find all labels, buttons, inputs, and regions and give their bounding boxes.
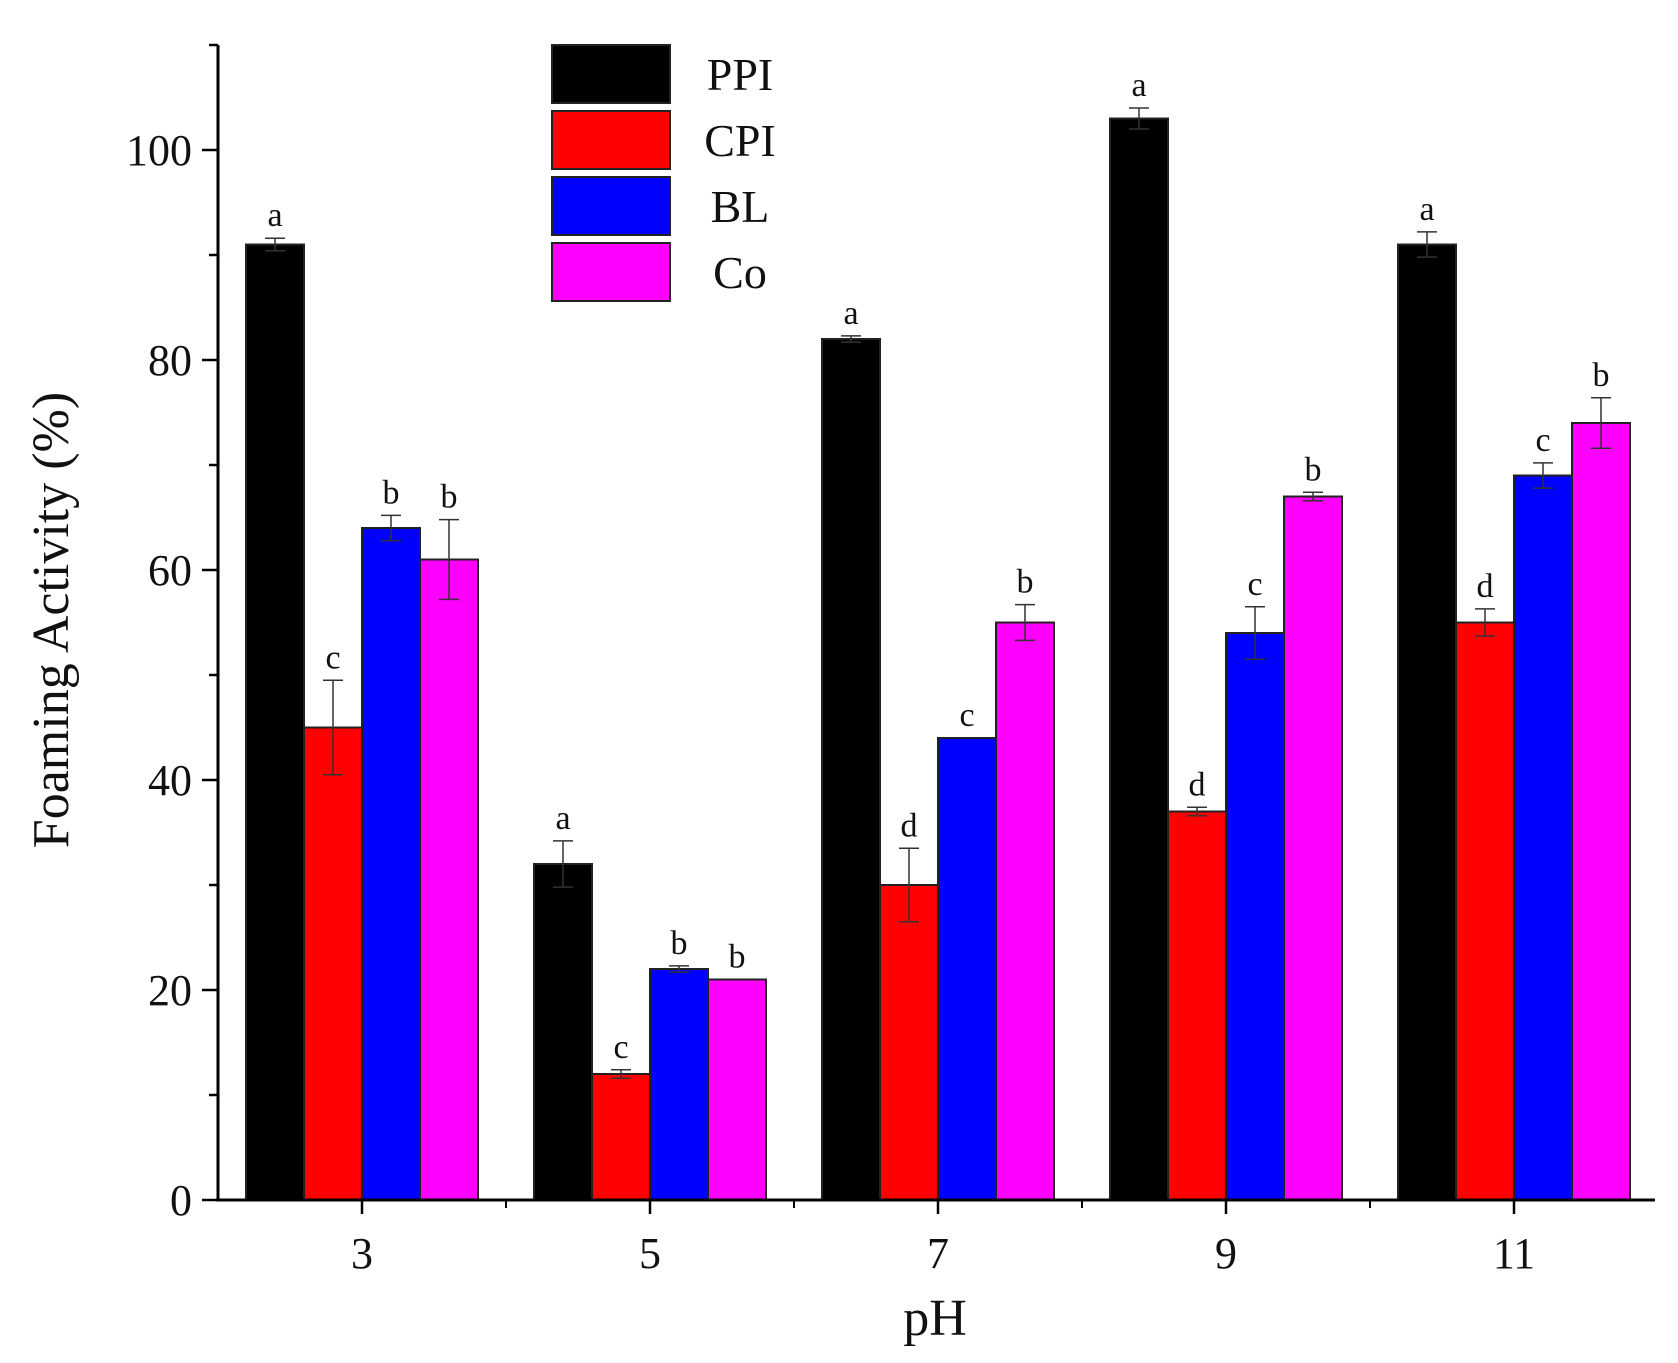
x-tick-label-3: 3 — [351, 1229, 373, 1278]
bar-co-ph-3 — [419, 558, 479, 1201]
significance-label-bl-ph-11: c — [1535, 422, 1550, 459]
significance-label-ppi-ph-11: a — [1419, 191, 1434, 228]
significance-label-bl-ph-9: c — [1247, 566, 1262, 603]
significance-label-co-ph-9: b — [1305, 451, 1322, 488]
y-tick-label-40: 40 — [148, 756, 192, 805]
legend-label-co: Co — [713, 247, 767, 298]
significance-label-bl-ph-3: b — [383, 474, 400, 511]
axes-layer: 0 20 40 60 80 100 3 5 7 9 11 — [126, 43, 1655, 1278]
significance-label-cpi-ph-7: d — [901, 807, 918, 844]
x-axis-title: pH — [903, 1290, 967, 1347]
bar-co-ph-11 — [1571, 422, 1631, 1201]
significance-label-cpi-ph-11: d — [1477, 568, 1494, 605]
legend-label-cpi: CPI — [704, 115, 776, 166]
x-tick-label-9: 9 — [1215, 1229, 1237, 1278]
bar-ppi-ph-5 — [533, 863, 593, 1201]
legend-swatch-ppi — [551, 44, 671, 104]
bar-co-ph-9 — [1283, 495, 1343, 1201]
bar-ppi-ph-3 — [245, 243, 305, 1201]
y-tick-label-100: 100 — [126, 126, 192, 175]
legend: PPI CPI BL Co — [551, 44, 776, 302]
bar-bl-ph-5 — [649, 968, 709, 1201]
bar-cpi-ph-5 — [591, 1073, 651, 1201]
legend-swatch-bl — [551, 176, 671, 236]
legend-swatch-cpi — [551, 110, 671, 170]
significance-label-cpi-ph-3: c — [325, 639, 340, 676]
significance-label-bl-ph-5: b — [671, 925, 688, 962]
significance-label-ppi-ph-9: a — [1131, 67, 1146, 104]
significance-label-ppi-ph-7: a — [843, 295, 858, 332]
bar-bl-ph-11 — [1513, 474, 1573, 1201]
significance-label-ppi-ph-3: a — [267, 197, 282, 234]
bar-co-ph-5 — [707, 978, 767, 1201]
significance-label-co-ph-7: b — [1017, 564, 1034, 601]
y-tick-label-0: 0 — [170, 1176, 192, 1225]
y-tick-label-60: 60 — [148, 546, 192, 595]
bar-cpi-ph-7 — [879, 884, 939, 1201]
significance-label-co-ph-5: b — [729, 939, 746, 976]
bar-co-ph-7 — [995, 621, 1055, 1201]
bars-layer — [245, 107, 1631, 1201]
significance-label-ppi-ph-5: a — [555, 800, 570, 837]
significance-label-cpi-ph-9: d — [1189, 766, 1206, 803]
bar-bl-ph-3 — [361, 527, 421, 1201]
legend-swatch-co — [551, 242, 671, 302]
y-tick-label-80: 80 — [148, 336, 192, 385]
legend-label-bl: BL — [711, 181, 770, 232]
significance-label-co-ph-11: b — [1593, 357, 1610, 394]
bar-ppi-ph-11 — [1397, 243, 1457, 1201]
y-axis-title: Foaming Activity (%) — [23, 392, 80, 848]
bar-cpi-ph-3 — [303, 726, 363, 1201]
x-tick-label-7: 7 — [927, 1229, 949, 1278]
significance-label-bl-ph-7: c — [959, 697, 974, 734]
bar-cpi-ph-11 — [1455, 621, 1515, 1201]
bar-ppi-ph-7 — [821, 338, 881, 1201]
bar-bl-ph-7 — [937, 737, 997, 1201]
bar-bl-ph-9 — [1225, 632, 1285, 1201]
significance-label-co-ph-3: b — [441, 479, 458, 516]
bar-cpi-ph-9 — [1167, 810, 1227, 1201]
legend-label-ppi: PPI — [707, 49, 773, 100]
y-tick-label-20: 20 — [148, 966, 192, 1015]
x-tick-label-5: 5 — [639, 1229, 661, 1278]
labels-layer: a a a a a c c d d d b b c c c b b b b b — [267, 67, 1609, 1066]
bar-ppi-ph-9 — [1109, 117, 1169, 1201]
x-tick-label-11: 11 — [1493, 1229, 1535, 1278]
significance-label-cpi-ph-5: c — [613, 1029, 628, 1066]
